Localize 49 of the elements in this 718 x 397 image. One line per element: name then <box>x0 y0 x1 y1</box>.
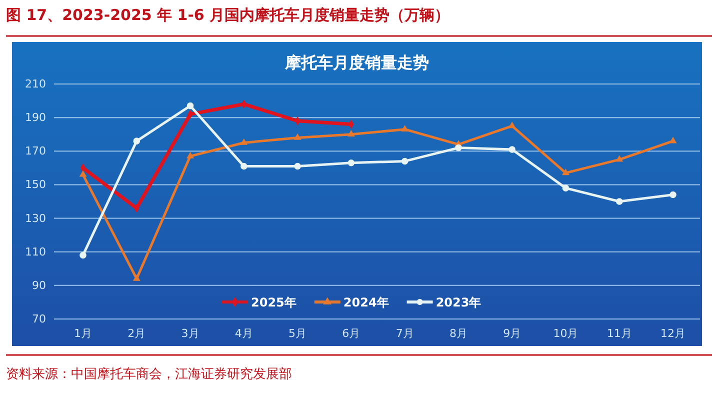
chart-subtitle: 摩托车月度销量走势 <box>284 53 429 72</box>
point <box>132 274 140 281</box>
point <box>186 152 194 158</box>
point <box>508 146 516 153</box>
point <box>240 138 248 145</box>
legend-label: 2024年 <box>343 296 389 310</box>
point <box>347 130 355 137</box>
point <box>669 136 677 144</box>
y-tick-label: 110 <box>25 245 46 258</box>
point <box>562 168 570 176</box>
y-tick-label: 70 <box>32 312 46 326</box>
point <box>455 144 462 152</box>
y-tick-label: 90 <box>32 278 46 292</box>
y-tick-label: 170 <box>25 144 46 158</box>
point <box>562 184 570 192</box>
x-tick-label: 11月 <box>606 326 632 340</box>
point <box>616 198 623 205</box>
x-tick-label: 8月 <box>449 326 468 340</box>
x-tick-label: 9月 <box>503 326 522 340</box>
point <box>401 158 408 165</box>
x-tick-label: 2月 <box>128 326 146 340</box>
x-tick-label: 4月 <box>234 326 253 340</box>
point <box>240 162 248 170</box>
x-tick-label: 6月 <box>342 326 360 340</box>
y-tick-label: 130 <box>25 212 46 225</box>
point <box>616 155 624 162</box>
x-tick-label: 5月 <box>288 326 307 340</box>
point <box>401 125 409 132</box>
point <box>348 160 355 166</box>
legend-label: 2025年 <box>251 296 296 310</box>
y-tick-label: 190 <box>25 111 46 124</box>
point <box>294 133 302 140</box>
point <box>80 252 86 259</box>
y-tick-label: 150 <box>25 178 46 192</box>
text: 资料来源：中国摩托车商会，江海证券研究发展部 <box>6 367 292 382</box>
point <box>133 138 140 144</box>
point <box>79 170 87 177</box>
chart-title: 图 17、2023-2025 年 1-6 月国内摩托车月度销量走势（万辆） <box>6 6 450 24</box>
x-tick-label: 12月 <box>660 326 686 340</box>
y-tick-label: 210 <box>25 78 46 91</box>
x-tick-label: 1月 <box>74 326 92 340</box>
x-tick-label: 7月 <box>396 326 414 340</box>
point <box>670 191 676 198</box>
point <box>186 102 194 110</box>
x-tick-label: 10月 <box>553 326 578 340</box>
point <box>294 162 301 170</box>
legend-label: 2023年 <box>436 296 482 310</box>
point <box>508 122 516 128</box>
x-tick-label: 3月 <box>181 326 200 340</box>
